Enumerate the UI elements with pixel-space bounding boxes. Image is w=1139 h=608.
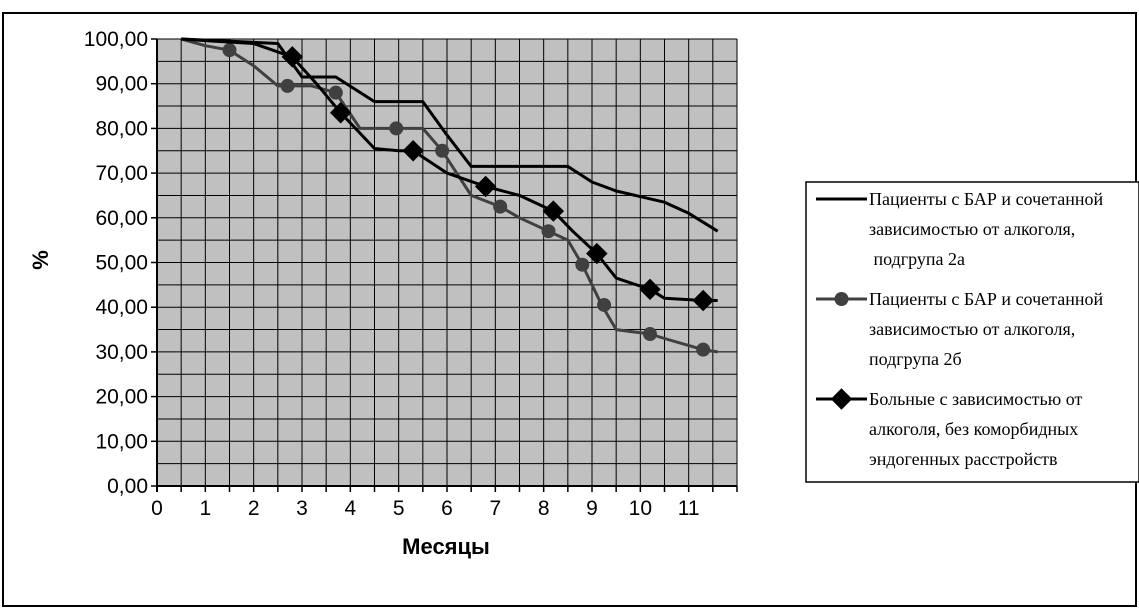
x-tick-label: 6 bbox=[441, 497, 453, 520]
legend-label: зависимостью от алкоголя, bbox=[869, 219, 1075, 239]
series-3-point bbox=[639, 278, 661, 301]
series-2-point bbox=[280, 78, 295, 93]
legend-label: эндогенных расстройств bbox=[869, 449, 1058, 469]
y-tick-label: 20,00 bbox=[95, 386, 148, 409]
legend-box bbox=[805, 181, 1139, 483]
legend-label: подгрупа 2б bbox=[869, 349, 962, 369]
x-tick-label: 10 bbox=[629, 497, 652, 520]
x-tick-label: 0 bbox=[151, 497, 163, 520]
series-2-point bbox=[597, 297, 612, 312]
series-3-point bbox=[542, 200, 565, 222]
series-3-point bbox=[281, 46, 304, 68]
x-tick-label: 8 bbox=[538, 497, 550, 520]
legend-swatch-marker bbox=[834, 292, 849, 306]
series-3-point bbox=[692, 289, 714, 312]
x-tick-label: 11 bbox=[678, 497, 700, 520]
y-axis-title: % bbox=[28, 250, 53, 270]
y-tick-label: 80,00 bbox=[95, 117, 148, 140]
x-axis-title: Месяцы bbox=[402, 534, 490, 559]
x-tick-label: 3 bbox=[296, 497, 308, 520]
series-2-point bbox=[328, 85, 343, 100]
y-tick-label: 90,00 bbox=[95, 73, 148, 96]
x-tick-label: 2 bbox=[248, 497, 260, 520]
series-3 bbox=[181, 37, 718, 312]
x-tick-label: 5 bbox=[393, 497, 405, 520]
series-2-point bbox=[575, 257, 590, 272]
series-2-point bbox=[389, 121, 404, 136]
series-3-point bbox=[402, 140, 424, 162]
legend-swatch-marker bbox=[830, 388, 853, 410]
legend-label: подгрупа 2а bbox=[869, 249, 965, 269]
legend-label: Пациенты с БАР и сочетанной bbox=[869, 289, 1103, 309]
series-2-point bbox=[643, 327, 657, 342]
series-3-point bbox=[329, 102, 352, 124]
series-3-point bbox=[586, 242, 608, 265]
y-tick-label: 100,00 bbox=[84, 28, 148, 51]
series-2-point bbox=[222, 43, 237, 58]
series-2-point bbox=[541, 224, 556, 239]
y-tick-label: 50,00 bbox=[95, 252, 148, 275]
legend-label: Больные с зависимостью от bbox=[869, 389, 1082, 409]
x-tick-label: 1 bbox=[199, 497, 211, 520]
axes bbox=[151, 38, 738, 492]
series-2-line bbox=[180, 37, 718, 354]
series-3-point bbox=[474, 175, 497, 198]
series-2-point bbox=[493, 199, 508, 214]
y-tick-label: 60,00 bbox=[95, 207, 148, 230]
x-tick-label: 9 bbox=[586, 497, 598, 520]
x-tick-labels: 0 1 2 3 4 5 6 7 8 9 10 11 bbox=[151, 497, 699, 520]
series-2 bbox=[180, 37, 718, 357]
gridlines bbox=[157, 38, 737, 486]
y-tick-label: 10,00 bbox=[95, 430, 148, 453]
y-tick-label: 40,00 bbox=[95, 296, 148, 319]
y-tick-label: 0,00 bbox=[107, 475, 148, 498]
legend-label: Пациенты с БАР и сочетанной bbox=[869, 189, 1103, 209]
y-tick-label: 30,00 bbox=[95, 341, 148, 364]
y-tick-label: 70,00 bbox=[95, 162, 148, 185]
series-layer bbox=[180, 37, 719, 357]
x-tick-label: 4 bbox=[344, 497, 356, 520]
legend-label: зависимостью от алкоголя, bbox=[869, 319, 1075, 339]
series-2-point bbox=[435, 143, 450, 158]
series-2-point bbox=[696, 342, 711, 357]
y-tick-labels: 0,00 10,00 20,00 30,00 40,00 50,00 60,00 70,00 8… bbox=[84, 28, 148, 498]
legend-label: алкоголя, без коморбидных bbox=[869, 419, 1078, 439]
x-tick-label: 7 bbox=[489, 497, 501, 520]
legend: Пациенты с БАР и сочетанной зависимостью … bbox=[816, 189, 1103, 469]
